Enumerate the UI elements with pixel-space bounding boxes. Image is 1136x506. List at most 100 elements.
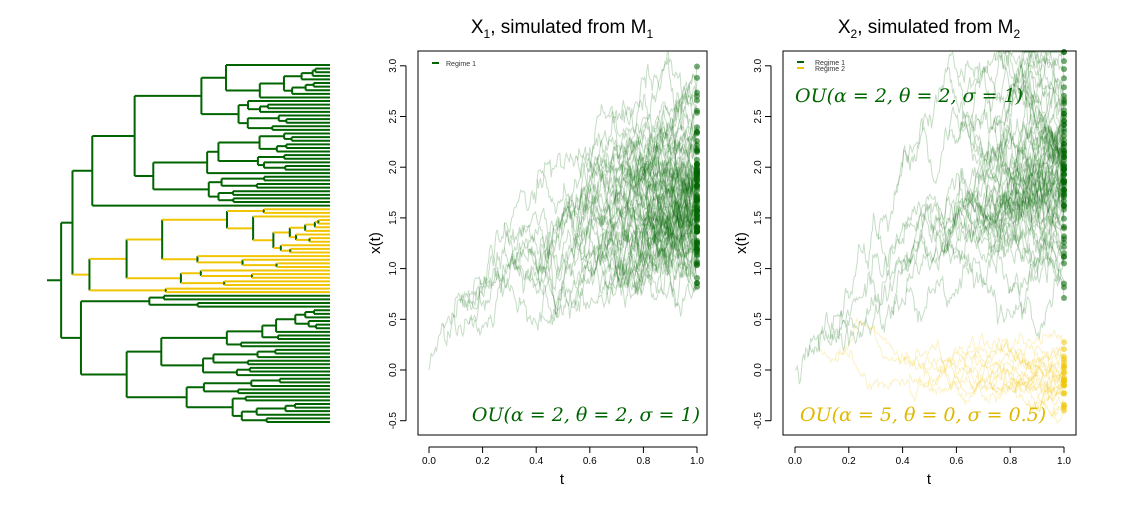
tip-point bbox=[694, 251, 700, 258]
path-segment bbox=[654, 224, 698, 261]
path-segment bbox=[655, 251, 698, 307]
tip-point bbox=[1061, 390, 1067, 397]
y-tick-label: -0.5 bbox=[753, 412, 764, 430]
path-segment bbox=[634, 157, 698, 249]
path-segment bbox=[1000, 328, 1065, 353]
path-segment bbox=[582, 197, 595, 261]
path-segment bbox=[580, 125, 698, 230]
path-segment bbox=[996, 169, 1065, 219]
y-tick-label: -0.5 bbox=[388, 412, 399, 430]
tip-point bbox=[1061, 58, 1067, 65]
path-segment bbox=[630, 214, 654, 248]
path-segment bbox=[903, 200, 967, 268]
y-tick-label: 3.0 bbox=[388, 58, 399, 72]
y-tick-label: 1.0 bbox=[753, 261, 764, 275]
path-segment bbox=[646, 235, 698, 301]
path-segment bbox=[1036, 158, 1065, 198]
path-segment bbox=[580, 218, 592, 243]
path-segment bbox=[646, 77, 698, 193]
path-segment bbox=[1020, 51, 1065, 62]
path-segment bbox=[965, 194, 980, 223]
path-segment bbox=[957, 65, 998, 106]
tip-point bbox=[694, 258, 700, 265]
tip-point bbox=[694, 228, 700, 235]
path-segment bbox=[907, 332, 1065, 389]
path-segment bbox=[541, 206, 698, 326]
path-segment bbox=[618, 162, 698, 271]
tip-point bbox=[694, 215, 700, 222]
x-tick-label: 0.8 bbox=[1003, 456, 1017, 467]
path-segment bbox=[654, 237, 698, 277]
path-segment bbox=[975, 206, 1065, 283]
path-segment bbox=[994, 189, 1013, 210]
path-segment bbox=[904, 338, 967, 375]
path-segment bbox=[471, 255, 513, 310]
path-segment bbox=[660, 173, 698, 239]
tip-point bbox=[1061, 239, 1067, 246]
tip-point bbox=[694, 89, 700, 96]
path-segment bbox=[1013, 73, 1023, 96]
path-segment bbox=[658, 183, 666, 196]
path-segment bbox=[598, 210, 698, 308]
path-segment bbox=[658, 134, 698, 185]
path-segment bbox=[941, 197, 966, 256]
path-segment bbox=[940, 355, 991, 386]
path-segment bbox=[654, 145, 665, 169]
tip-point bbox=[694, 130, 700, 137]
tip-point bbox=[1061, 243, 1067, 250]
x-tick-label: 0.0 bbox=[788, 456, 802, 467]
path-segment bbox=[598, 165, 634, 212]
tip-point bbox=[1061, 346, 1067, 353]
path-segment bbox=[948, 128, 959, 145]
path-segment bbox=[613, 161, 647, 249]
tip-point bbox=[1061, 84, 1067, 91]
path-segment bbox=[808, 334, 820, 356]
path-segment bbox=[995, 51, 1021, 69]
path-segment bbox=[616, 193, 698, 277]
simulated-paths bbox=[428, 50, 700, 371]
path-segment bbox=[620, 88, 698, 133]
tip-point bbox=[694, 124, 700, 131]
path-segment bbox=[627, 153, 698, 194]
path-segment bbox=[636, 134, 698, 194]
path-segment bbox=[609, 158, 698, 222]
path-segment bbox=[660, 222, 675, 241]
path-segment bbox=[609, 247, 620, 270]
path-segment bbox=[964, 190, 998, 230]
path-segment bbox=[990, 370, 1011, 390]
path-segment bbox=[663, 112, 698, 174]
path-segment bbox=[468, 280, 543, 336]
tip-point bbox=[694, 97, 700, 104]
path-segment bbox=[1003, 193, 1065, 282]
path-segment bbox=[539, 191, 698, 309]
path-segment bbox=[468, 244, 505, 329]
path-segment bbox=[993, 172, 1022, 221]
tip-point bbox=[1061, 206, 1067, 213]
path-segment bbox=[637, 227, 698, 296]
path-segment bbox=[630, 176, 698, 275]
path-segment bbox=[571, 139, 698, 253]
tip-point bbox=[1061, 363, 1067, 370]
tip-point bbox=[694, 204, 700, 211]
path-segment bbox=[1008, 247, 1065, 296]
path-segment bbox=[988, 174, 1065, 221]
path-segment bbox=[891, 201, 939, 316]
path-segment bbox=[586, 130, 620, 167]
path-segment bbox=[983, 119, 1065, 199]
path-segment bbox=[1011, 146, 1065, 195]
path-segment bbox=[604, 157, 698, 240]
y-tick-label: 0.5 bbox=[753, 312, 764, 326]
path-segment bbox=[1014, 124, 1065, 188]
path-segment bbox=[1008, 277, 1065, 340]
path-segment bbox=[627, 130, 646, 177]
tip-point bbox=[1061, 96, 1067, 103]
path-segment bbox=[895, 67, 948, 191]
tip-point bbox=[1061, 260, 1067, 267]
path-segment bbox=[971, 169, 985, 201]
legend: Regime 1 bbox=[432, 61, 476, 68]
path-segment bbox=[627, 160, 698, 202]
path-segment bbox=[960, 98, 995, 133]
tip-point bbox=[694, 138, 700, 145]
path-segment bbox=[525, 201, 573, 296]
x-tick-label: 0.0 bbox=[422, 456, 436, 467]
